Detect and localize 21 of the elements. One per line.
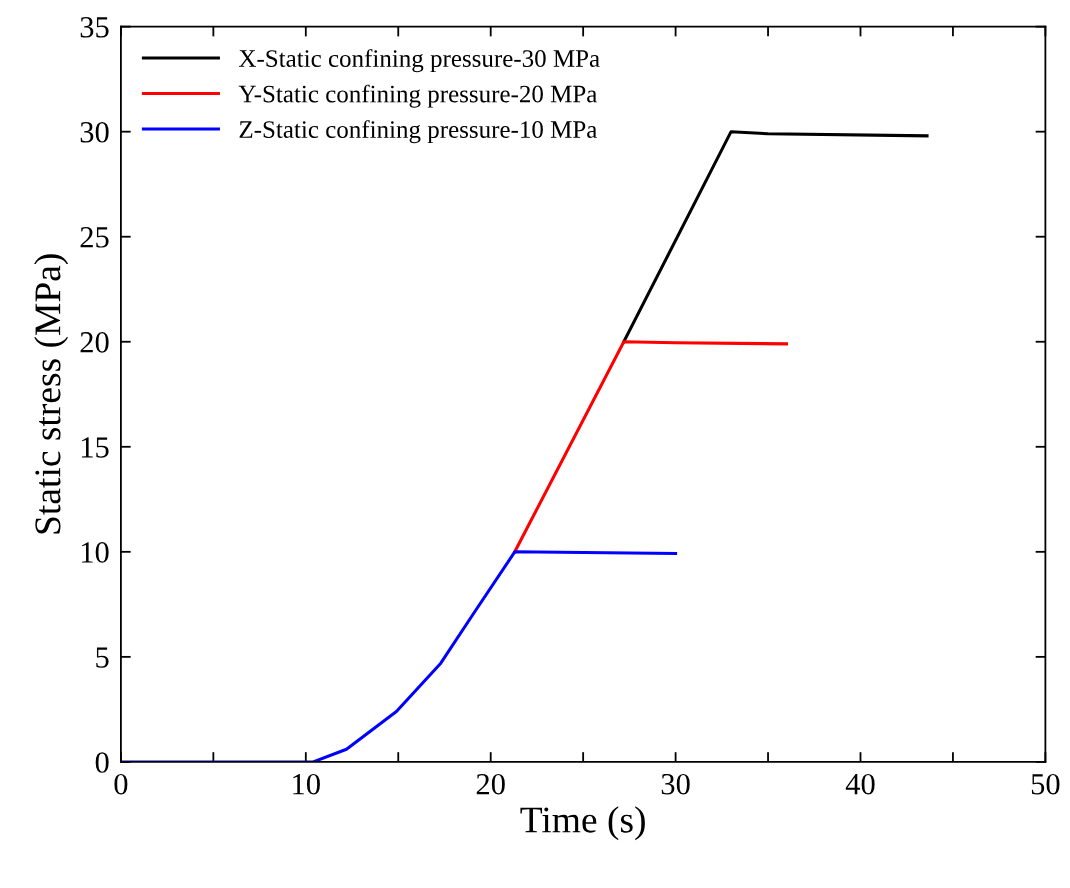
x-tick-label: 20	[476, 773, 505, 795]
x-tick-label: 10	[293, 773, 320, 795]
y-tick-label: 20	[80, 332, 109, 353]
y-tick-label: 10	[81, 542, 109, 563]
y-tick-label: 5	[96, 647, 109, 668]
legend-label: X-Static confining pressure-30 MPa	[238, 49, 600, 73]
line-series	[513, 340, 789, 554]
y-tick-label: 35	[80, 17, 109, 38]
y-tick-label: 15	[81, 437, 109, 458]
legend-label: Y-Static confining pressure-20 MPa	[238, 84, 598, 108]
y-axis-title: Static stress (MPa)	[34, 254, 69, 534]
line-series	[120, 550, 678, 762]
x-tick-label: 50	[1031, 773, 1060, 795]
legend-label: Z-Static confining pressure-10 MPa	[239, 120, 598, 144]
x-tick-label: 30	[661, 773, 690, 795]
y-tick-label: 30	[80, 121, 109, 143]
x-tick-label: 0	[114, 773, 128, 795]
y-tick-label: 0	[95, 752, 109, 773]
x-axis-title: Time (s)	[520, 806, 645, 841]
y-tick-label: 25	[80, 227, 109, 248]
x-tick-label: 40	[845, 773, 875, 795]
